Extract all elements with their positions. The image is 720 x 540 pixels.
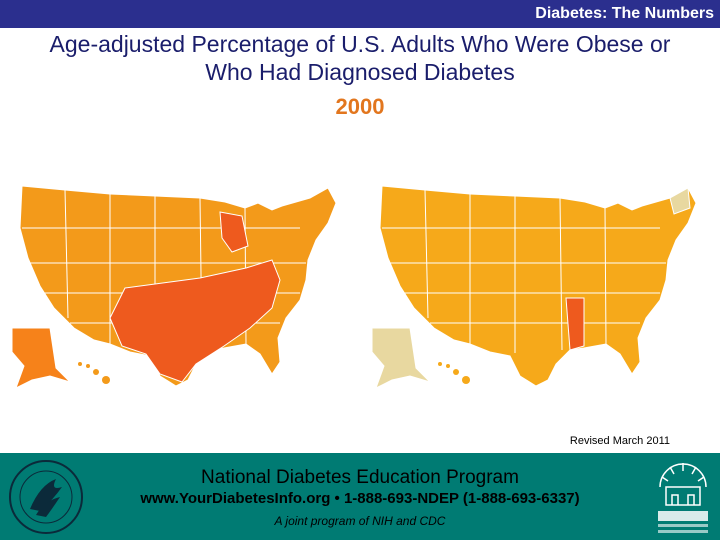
obesity-map (11, 185, 337, 390)
year-label: 2000 (335, 94, 385, 119)
diabetes-map (371, 185, 697, 390)
footer-tagline: A joint program of NIH and CDC (274, 514, 446, 528)
alaska-shape (371, 327, 431, 390)
footer-contact[interactable]: www.YourDiabetesInfo.org • 1-888-693-NDE… (140, 490, 580, 507)
hhs-seal-icon (9, 460, 83, 534)
highlight-region-north (219, 211, 249, 253)
highlight-region (109, 259, 281, 383)
us-mainland-shape (379, 185, 697, 387)
highlight-region (565, 297, 585, 351)
top-bar: Diabetes: The Numbers (0, 0, 720, 28)
hawaii-shape (78, 362, 110, 384)
footer: National Diabetes Education Program www.… (0, 453, 720, 540)
light-region-northeast (669, 187, 691, 215)
revised-note: Revised March 2011 (569, 435, 670, 447)
slide-title-line2: Who Had Diagnosed Diabetes (205, 59, 515, 85)
slide-title-line1: Age-adjusted Percentage of U.S. Adults W… (49, 31, 671, 57)
slide-title: Age-adjusted Percentage of U.S. Adults W… (0, 30, 720, 86)
alaska-shape (11, 327, 71, 390)
hawaii-shape (438, 362, 470, 384)
ndep-logo-icon (658, 463, 708, 533)
footer-org: National Diabetes Education Program (201, 467, 519, 488)
header-title: Diabetes: The Numbers (535, 5, 714, 22)
